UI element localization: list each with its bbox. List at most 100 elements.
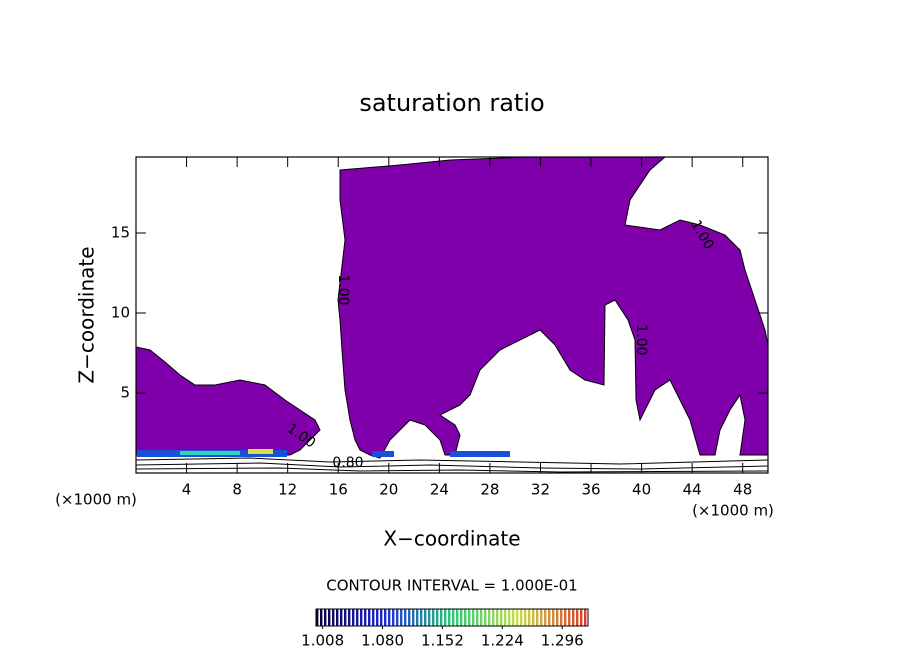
- colorbar-stripe: [568, 609, 571, 626]
- chart-title: saturation ratio: [359, 89, 544, 117]
- colorbar-stripe: [580, 609, 583, 626]
- x-tick-label: 20: [379, 481, 398, 499]
- colorbar-stripe: [500, 609, 503, 626]
- surface-detail: [135, 449, 769, 473]
- colorbar-stripe: [520, 609, 523, 626]
- colorbar-stripe: [452, 609, 455, 626]
- colorbar-stripe: [472, 609, 475, 626]
- colorbar-stripe: [584, 609, 587, 626]
- colorbar-stripe: [448, 609, 451, 626]
- colorbar-label: 1.152: [421, 632, 464, 650]
- y-tick-label: 5: [120, 384, 130, 402]
- colorbar-stripe: [488, 609, 491, 626]
- colorbar-stripe: [440, 609, 443, 626]
- colorbar-stripe: [336, 609, 339, 626]
- y-tick-label: 10: [111, 304, 130, 322]
- x-tick-label: 32: [531, 481, 550, 499]
- colorbar-stripe: [348, 609, 351, 626]
- colorbar-stripe: [528, 609, 531, 626]
- colorbar-label: 1.296: [541, 632, 584, 650]
- region: [337, 156, 769, 459]
- contour-interval: CONTOUR INTERVAL = 1.000E-01: [326, 577, 577, 595]
- colorbar-stripe: [456, 609, 459, 626]
- colorbar-stripe: [364, 609, 367, 626]
- colorbar-stripe: [560, 609, 563, 626]
- plot-frame: [135, 156, 769, 474]
- colorbar-stripe: [432, 609, 435, 626]
- x-tick-label: 4: [182, 481, 192, 499]
- colorbar-stripe: [320, 609, 323, 626]
- x-unit: (×1000 m): [692, 502, 774, 520]
- colorbar-stripe: [372, 609, 375, 626]
- colorbar-stripe: [352, 609, 355, 626]
- colorbar-stripe: [408, 609, 411, 626]
- colorbar-stripe: [564, 609, 567, 626]
- x-tick-label: 12: [278, 481, 297, 499]
- colorbar-stripe: [512, 609, 515, 626]
- colorbar-stripe: [524, 609, 527, 626]
- y-axis-label: Z−coordinate: [75, 246, 99, 383]
- x-tick-label: 8: [232, 481, 242, 499]
- colorbar-stripe: [480, 609, 483, 626]
- colorbar-stripe: [424, 609, 427, 626]
- band: [248, 449, 273, 454]
- colorbar-stripe: [556, 609, 559, 626]
- colorbar-label: 1.008: [301, 632, 344, 650]
- x-tick-label: 40: [632, 481, 651, 499]
- x-tick-label: 36: [581, 481, 600, 499]
- contour-fill: [135, 156, 769, 459]
- colorbar-stripe: [436, 609, 439, 626]
- colorbar-stripe: [316, 609, 319, 626]
- colorbar-stripe: [492, 609, 495, 626]
- colorbar-stripe: [540, 609, 543, 626]
- colorbar-stripe: [340, 609, 343, 626]
- colorbar-stripe: [536, 609, 539, 626]
- x-tick-label: 28: [480, 481, 499, 499]
- colorbar-stripe: [428, 609, 431, 626]
- colorbar-stripe: [572, 609, 575, 626]
- colorbar-stripe: [516, 609, 519, 626]
- y-tick-label: 15: [111, 224, 130, 242]
- contour-label: 1.00: [633, 324, 649, 355]
- band: [372, 451, 394, 457]
- colorbar-stripe: [468, 609, 471, 626]
- x-tick-label: 48: [733, 481, 752, 499]
- region: [135, 346, 321, 456]
- colorbar-stripe: [324, 609, 327, 626]
- contour-line: [135, 462, 769, 470]
- contour-line: [135, 457, 769, 465]
- colorbar-stripe: [552, 609, 555, 626]
- colorbar-stripe: [576, 609, 579, 626]
- colorbar-stripe: [416, 609, 419, 626]
- colorbar-stripe: [548, 609, 551, 626]
- colorbar-stripe: [460, 609, 463, 626]
- colorbar-stripe: [400, 609, 403, 626]
- colorbar-stripe: [332, 609, 335, 626]
- colorbar-stripe: [404, 609, 407, 626]
- colorbar-label: 1.224: [481, 632, 524, 650]
- x-tick-label: 44: [683, 481, 702, 499]
- colorbar-stripe: [412, 609, 415, 626]
- colorbar-stripe: [388, 609, 391, 626]
- colorbar-stripe: [392, 609, 395, 626]
- colorbar-stripe: [344, 609, 347, 626]
- colorbar-stripe: [376, 609, 379, 626]
- colorbar-stripe: [356, 609, 359, 626]
- x-unit: (×1000 m): [55, 491, 137, 509]
- colorbar-stripe: [396, 609, 399, 626]
- colorbar-stripe: [508, 609, 511, 626]
- colorbar-stripe: [464, 609, 467, 626]
- x-axis-label: X−coordinate: [383, 527, 520, 551]
- band: [450, 451, 510, 457]
- x-tick-label: 24: [430, 481, 449, 499]
- colorbar-stripe: [360, 609, 363, 626]
- colorbar-stripe: [328, 609, 331, 626]
- colorbar-stripe: [496, 609, 499, 626]
- band: [180, 451, 240, 455]
- colorbar-label: 1.080: [361, 632, 404, 650]
- colorbar-stripe: [384, 609, 387, 626]
- colorbar-frame: [315, 608, 589, 627]
- colorbar-stripe: [368, 609, 371, 626]
- contour-label: 0.80: [332, 455, 363, 471]
